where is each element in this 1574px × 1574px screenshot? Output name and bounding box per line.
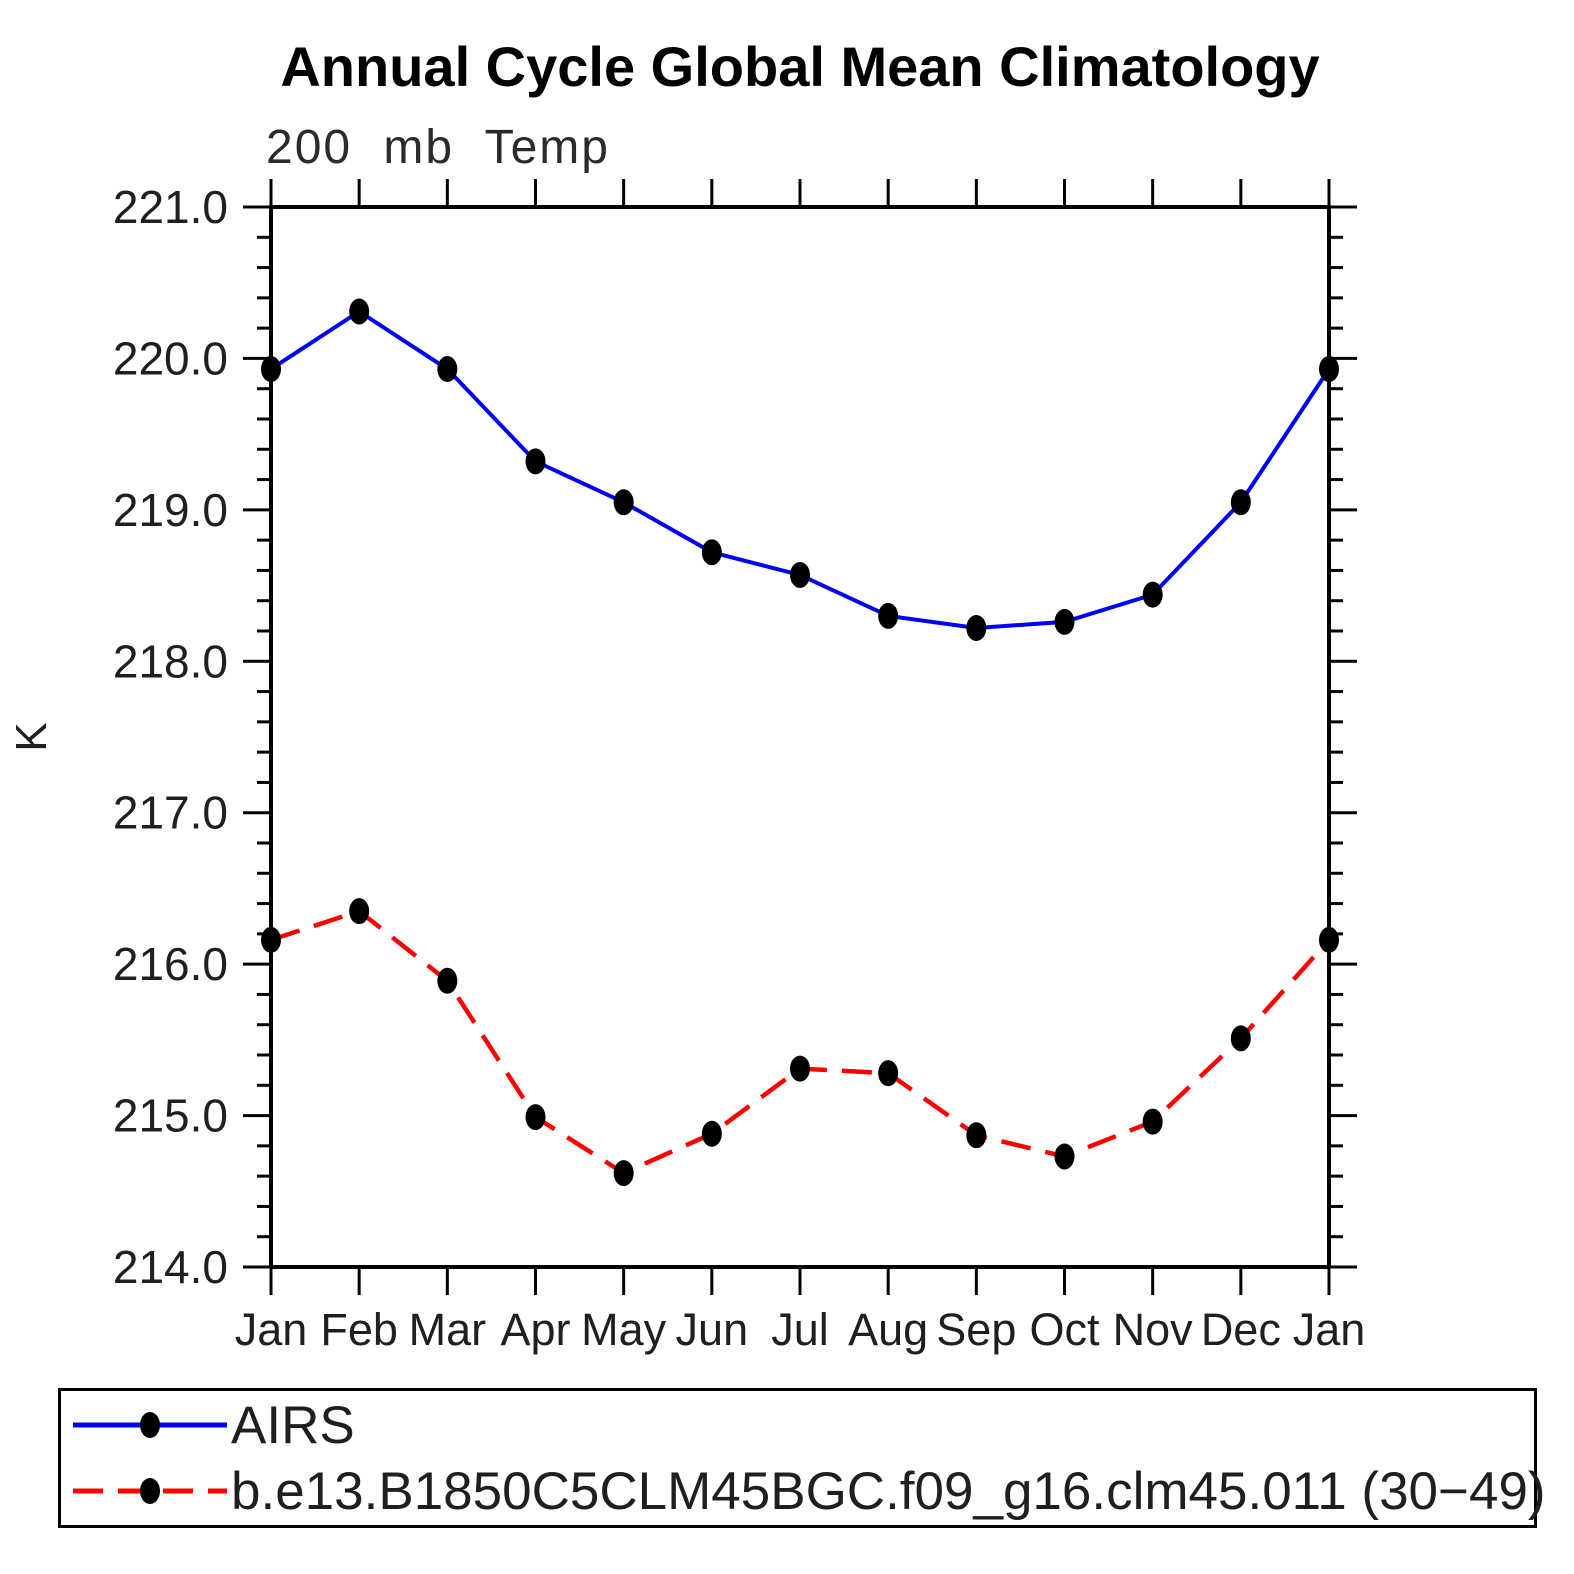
x-tick-labels: Jan Feb Mar Apr May Jun Jul Aug Sep Oct Nov Dec Jan (235, 1304, 1366, 1355)
chart-subtitle: 200 mb Temp (266, 121, 610, 174)
data-point-marker (349, 298, 370, 325)
y-tick-label: 217.0 (113, 787, 228, 839)
model-line (270, 908, 1331, 1176)
y-tick-label: 220.0 (113, 332, 228, 384)
data-point-marker (790, 561, 810, 588)
data-point-marker (1054, 1143, 1075, 1170)
x-tick-label: Jun (676, 1304, 749, 1355)
data-point-marker (878, 602, 899, 629)
data-point-marker (1054, 608, 1075, 635)
data-point-marker (613, 489, 634, 516)
y-tick-labels: 221.0 220.0 219.0 218.0 217.0 216.0 215.0 214.0 (113, 181, 228, 1293)
data-point-marker (1230, 1025, 1251, 1052)
x-tick-label: Nov (1113, 1304, 1194, 1355)
data-point-marker (1319, 356, 1339, 383)
chart-title: Annual Cycle Global Mean Climatology (280, 35, 1320, 98)
data-point-marker (437, 356, 458, 383)
data-point-marker (701, 1120, 722, 1147)
x-tick-label: Sep (936, 1304, 1016, 1355)
data-point-marker (261, 926, 281, 953)
data-point-marker (1142, 581, 1163, 608)
x-tick-label: Mar (409, 1304, 487, 1355)
x-tick-label: Dec (1201, 1304, 1281, 1355)
legend-item-airs: AIRS (69, 1395, 1534, 1455)
legend-label-airs: AIRS (231, 1395, 355, 1455)
y-tick-label: 219.0 (113, 484, 228, 536)
legend-label-model: b.e13.B1850C5CLM45BGC.f09_g16.clm45.011 … (231, 1461, 1546, 1521)
x-tick-label: May (581, 1304, 667, 1355)
x-tick-label: Aug (848, 1304, 928, 1355)
data-point-marker (525, 448, 546, 475)
data-point-marker (701, 539, 722, 566)
y-tick-label: 214.0 (113, 1241, 228, 1293)
data-point-marker (613, 1160, 634, 1187)
legend-item-model: b.e13.B1850C5CLM45BGC.f09_g16.clm45.011 … (69, 1462, 1546, 1521)
x-tick-label: Feb (320, 1304, 398, 1355)
data-point-marker (1319, 926, 1339, 953)
data-point-marker (261, 356, 281, 383)
data-markers (261, 298, 1339, 1187)
x-tick-label: Jul (771, 1304, 829, 1355)
data-point-marker (878, 1060, 899, 1087)
x-tick-label: Oct (1029, 1304, 1100, 1355)
data-point-marker (349, 898, 370, 925)
x-tick-label: Jan (1293, 1304, 1366, 1355)
data-point-marker (966, 1122, 987, 1149)
legend: AIRS b.e13.B1850C5CLM45BGC.f09_g16.clm45… (58, 1388, 1546, 1528)
x-tick-label: Apr (500, 1304, 570, 1355)
data-point-marker (437, 967, 458, 994)
data-point-marker (1142, 1108, 1163, 1135)
model-dashed-line-swatch-icon (73, 1478, 227, 1504)
y-tick-label: 216.0 (113, 938, 228, 990)
x-tick-label: Jan (235, 1304, 308, 1355)
ticks (243, 179, 1357, 1295)
data-point-marker (1230, 489, 1251, 516)
y-axis-title: K (7, 722, 56, 751)
data-point-marker (966, 614, 987, 641)
y-tick-label: 215.0 (113, 1090, 228, 1142)
data-point-marker (790, 1055, 810, 1082)
data-point-marker (525, 1104, 546, 1131)
y-tick-label: 218.0 (113, 635, 228, 687)
airs-line-swatch-icon (73, 1412, 227, 1438)
y-tick-label: 221.0 (113, 181, 228, 233)
